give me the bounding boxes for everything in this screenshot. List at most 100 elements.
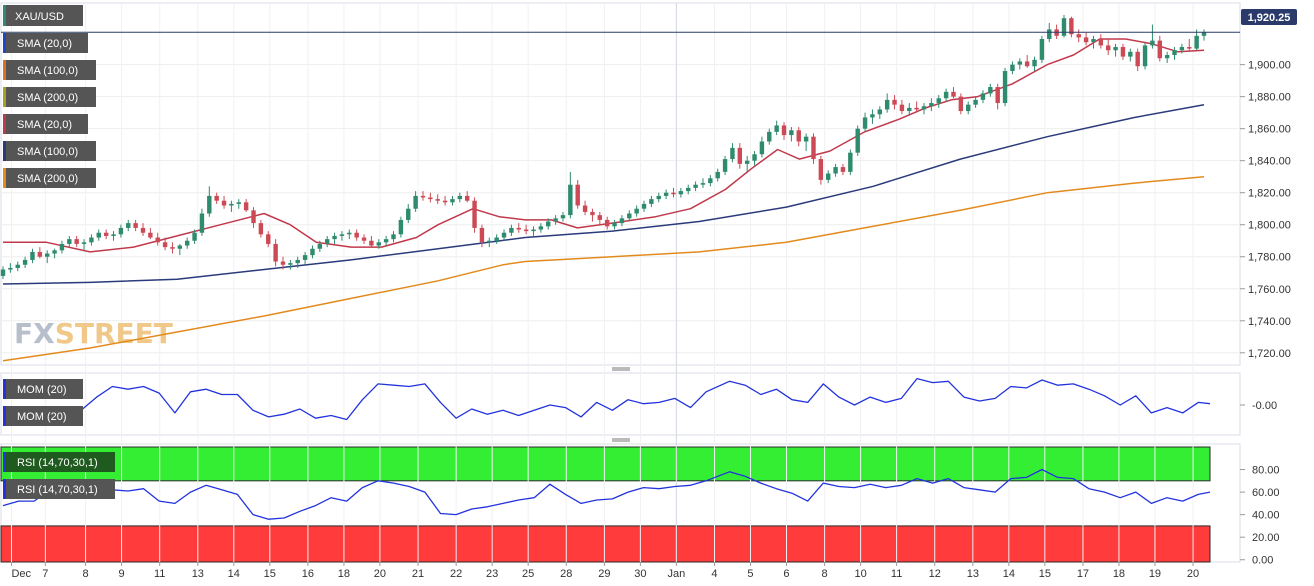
candle[interactable] [126, 219, 131, 232]
candle[interactable] [597, 211, 603, 225]
candle[interactable] [118, 224, 124, 238]
candle[interactable] [1187, 39, 1192, 52]
candle[interactable] [604, 216, 610, 230]
momentum-tags[interactable]: MOM (20) MOM (20) [3, 379, 83, 426]
candle[interactable] [391, 231, 396, 243]
candle[interactable] [737, 143, 743, 169]
indicator-tags[interactable]: SMA (20,0) SMA (100,0) SMA (200,0) SMA (20,… [3, 33, 96, 188]
candle[interactable] [266, 231, 271, 248]
candle[interactable] [1098, 34, 1104, 49]
candle[interactable] [627, 210, 632, 222]
candle[interactable] [877, 106, 883, 120]
candle[interactable] [1002, 67, 1008, 107]
panel-splitter-1[interactable] [612, 367, 630, 371]
candle[interactable] [501, 229, 507, 241]
candle[interactable] [162, 237, 168, 251]
candle[interactable] [177, 243, 183, 256]
indicator-tag[interactable]: SMA (200,0) [3, 87, 96, 107]
candlesticks[interactable] [0, 15, 1207, 280]
candle[interactable] [184, 237, 190, 249]
candle[interactable] [818, 155, 824, 185]
candle[interactable] [369, 235, 374, 248]
candle[interactable] [324, 235, 330, 248]
candle[interactable] [671, 187, 676, 198]
candle[interactable] [148, 227, 153, 240]
candle[interactable] [170, 242, 175, 254]
momentum-tag[interactable]: MOM (20) [3, 379, 83, 399]
candle[interactable] [1010, 61, 1015, 75]
candle[interactable] [767, 128, 772, 145]
candle[interactable] [803, 133, 809, 152]
candle[interactable] [1194, 29, 1199, 51]
candle[interactable] [936, 95, 941, 108]
candle[interactable] [1113, 43, 1118, 57]
candle[interactable] [796, 127, 801, 147]
candle[interactable] [899, 99, 905, 115]
candle[interactable] [1039, 35, 1045, 64]
candle[interactable] [619, 215, 625, 227]
candle[interactable] [1024, 55, 1030, 68]
candle[interactable] [531, 226, 536, 236]
candle[interactable] [435, 194, 440, 204]
candle[interactable] [774, 120, 779, 136]
candle[interactable] [420, 191, 426, 201]
candle[interactable] [1150, 24, 1155, 49]
candle[interactable] [884, 93, 890, 113]
candle[interactable] [52, 248, 57, 259]
candle[interactable] [966, 101, 971, 115]
candle[interactable] [870, 109, 875, 124]
candle[interactable] [914, 101, 919, 113]
candle[interactable] [678, 187, 684, 198]
candle[interactable] [96, 229, 101, 241]
candle[interactable] [951, 87, 956, 99]
candle[interactable] [656, 192, 661, 203]
candle[interactable] [1076, 29, 1081, 43]
candle[interactable] [686, 184, 691, 195]
rsi-tag[interactable]: RSI (14,70,30,1) [3, 452, 115, 472]
candle[interactable] [516, 223, 521, 233]
candle[interactable] [15, 261, 20, 272]
candle[interactable] [192, 229, 197, 244]
candle[interactable] [428, 192, 433, 203]
candle[interactable] [30, 248, 35, 264]
candle[interactable] [862, 112, 868, 132]
candle[interactable] [612, 219, 617, 230]
candle[interactable] [332, 232, 337, 244]
candle[interactable] [590, 208, 595, 222]
panel-splitter-2[interactable] [612, 438, 630, 442]
candle[interactable] [538, 223, 544, 233]
rsi-axis[interactable]: 0.00 20.00 40.00 60.00 80.00 [1240, 465, 1280, 567]
candle[interactable] [273, 239, 278, 267]
candle[interactable] [708, 175, 713, 187]
candle[interactable] [1135, 48, 1140, 72]
indicator-tag[interactable]: SMA (20,0) [3, 114, 88, 134]
candle[interactable] [973, 96, 978, 108]
candle[interactable] [943, 88, 949, 102]
candle[interactable] [111, 231, 116, 241]
candle[interactable] [892, 95, 897, 110]
candle[interactable] [1061, 15, 1067, 38]
candle[interactable] [855, 125, 860, 156]
candle[interactable] [568, 171, 573, 219]
candle[interactable] [207, 186, 212, 217]
candle[interactable] [649, 195, 654, 208]
candle[interactable] [509, 224, 514, 236]
candle[interactable] [339, 231, 345, 241]
candle[interactable] [383, 235, 389, 246]
candle[interactable] [560, 211, 566, 222]
candle[interactable] [199, 208, 205, 236]
rsi-tag[interactable]: RSI (14,70,30,1) [3, 479, 115, 499]
candle[interactable] [958, 93, 964, 115]
candle[interactable] [980, 90, 986, 104]
candle[interactable] [347, 229, 352, 240]
candle[interactable] [472, 197, 477, 233]
candle[interactable] [1017, 58, 1023, 70]
momentum-tag[interactable]: MOM (20) [3, 406, 83, 426]
candle[interactable] [221, 195, 227, 209]
candle[interactable] [1164, 51, 1170, 64]
candle[interactable] [22, 256, 28, 268]
candle[interactable] [1106, 39, 1111, 56]
symbol-tag[interactable]: XAU/USD [3, 5, 83, 26]
candle[interactable] [479, 224, 485, 248]
